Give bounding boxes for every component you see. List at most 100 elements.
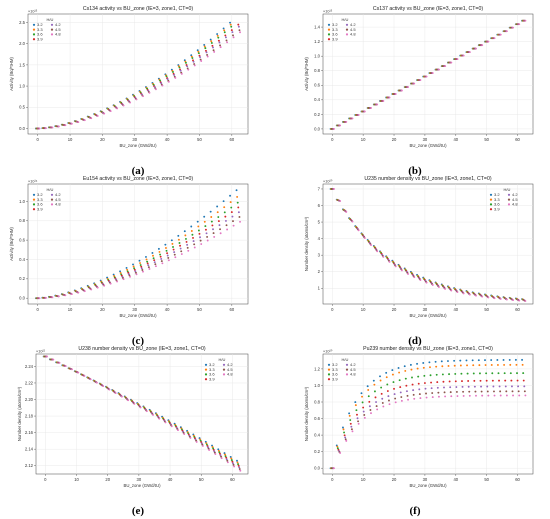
legend-entry-label: 4.2 xyxy=(350,362,356,367)
plot-area xyxy=(322,183,534,305)
data-point xyxy=(161,262,164,265)
data-point xyxy=(441,365,444,368)
data-point xyxy=(229,194,232,197)
data-point xyxy=(184,237,187,240)
data-point xyxy=(216,34,219,37)
legend-entry-label: 3.3 xyxy=(37,197,43,202)
data-point xyxy=(90,288,93,291)
data-point xyxy=(524,19,527,22)
legend-entry-label: 3.9 xyxy=(494,206,500,211)
data-point xyxy=(145,258,148,261)
data-point xyxy=(385,371,388,374)
y-tick-label: 0.4 xyxy=(19,257,25,262)
data-point xyxy=(180,250,183,253)
data-point xyxy=(95,381,98,384)
legend-entry-label: 3.9 xyxy=(332,36,338,41)
data-point xyxy=(52,358,55,361)
x-tick-label: 30 xyxy=(423,477,428,482)
data-point xyxy=(472,364,475,367)
data-point xyxy=(336,447,339,450)
legend-marker xyxy=(50,23,54,26)
data-point xyxy=(132,263,134,266)
data-point xyxy=(462,394,465,397)
legend-marker xyxy=(222,368,226,371)
plot-area xyxy=(27,183,249,305)
data-point xyxy=(199,58,202,61)
data-point xyxy=(199,56,202,59)
data-point xyxy=(108,388,111,391)
data-point xyxy=(521,363,524,366)
data-point xyxy=(204,228,207,231)
x-tick-label: 40 xyxy=(453,307,458,312)
legend-marker xyxy=(345,28,349,31)
y-tick-label: 0.0 xyxy=(314,466,320,471)
data-point xyxy=(437,395,440,398)
x-tick-label: 10 xyxy=(68,137,73,142)
data-point xyxy=(516,372,518,375)
data-point xyxy=(217,36,220,39)
data-point xyxy=(217,449,220,452)
data-point xyxy=(460,372,463,375)
data-point xyxy=(504,385,507,388)
data-point xyxy=(360,392,363,395)
data-point xyxy=(382,255,385,258)
chart-title: Pu239 number density vs BU_zone (IE=3, z… xyxy=(363,346,493,352)
data-point xyxy=(434,360,437,363)
data-point xyxy=(226,459,229,462)
x-tick-label: 10 xyxy=(68,307,73,312)
legend-marker xyxy=(327,23,331,26)
data-point xyxy=(177,234,180,237)
chart-title: Cs134 activity vs BU_zone (IE=3, zone1, … xyxy=(83,6,193,12)
y-tick-label: 7 xyxy=(318,186,321,191)
data-point xyxy=(374,396,377,399)
legend-entry-label: 3.2 xyxy=(332,362,338,367)
data-point xyxy=(222,200,225,203)
data-point xyxy=(200,243,203,245)
y-axis-label: Number density (atoms/cm³) xyxy=(17,386,22,441)
data-point xyxy=(224,219,227,222)
legend-marker xyxy=(222,373,226,376)
legend-marker xyxy=(345,373,349,376)
data-point xyxy=(226,228,229,231)
data-point xyxy=(122,104,125,107)
data-point xyxy=(459,364,462,367)
data-point xyxy=(509,363,512,366)
data-point xyxy=(126,268,129,271)
data-point xyxy=(339,200,342,203)
data-point xyxy=(216,33,219,35)
data-point xyxy=(148,91,151,94)
legend: H/U 3.23.33.63.9 4.24.54.8 xyxy=(204,357,233,381)
data-point xyxy=(166,252,169,255)
y-tick-label: 6 xyxy=(318,203,321,208)
data-point xyxy=(138,259,141,262)
legend-entry-label: 3.6 xyxy=(332,32,338,37)
legend-entry-label: 4.5 xyxy=(55,27,61,32)
data-point xyxy=(466,364,468,367)
data-point xyxy=(479,379,482,382)
x-tick-label: 30 xyxy=(137,477,142,482)
legend-marker xyxy=(489,203,493,206)
data-point xyxy=(224,36,227,39)
chart-panel: 0 10 20 30 40 50 60 0.0 0.2 0.4 0.6 0.8 1.0 1.2 ×10²⁰ P… xyxy=(304,346,534,517)
legend-entry-label: 3.6 xyxy=(332,372,338,377)
data-point xyxy=(204,225,207,228)
data-point xyxy=(398,379,401,382)
legend-entry-label: 4.5 xyxy=(350,27,356,32)
data-point xyxy=(206,55,209,58)
data-point xyxy=(186,65,189,68)
legend-entry-label: 3.3 xyxy=(209,367,215,372)
data-point xyxy=(362,406,365,409)
x-tick-label: 20 xyxy=(100,137,105,142)
data-point xyxy=(354,404,357,407)
data-point xyxy=(160,257,163,260)
data-point xyxy=(467,385,470,388)
data-point xyxy=(376,408,379,411)
axis-offset-text: ×10¹⁵ xyxy=(323,10,333,14)
data-point xyxy=(210,40,213,43)
data-point xyxy=(332,127,335,130)
data-point xyxy=(167,259,170,262)
data-point xyxy=(447,364,450,367)
data-point xyxy=(351,430,354,433)
data-point xyxy=(232,224,235,227)
